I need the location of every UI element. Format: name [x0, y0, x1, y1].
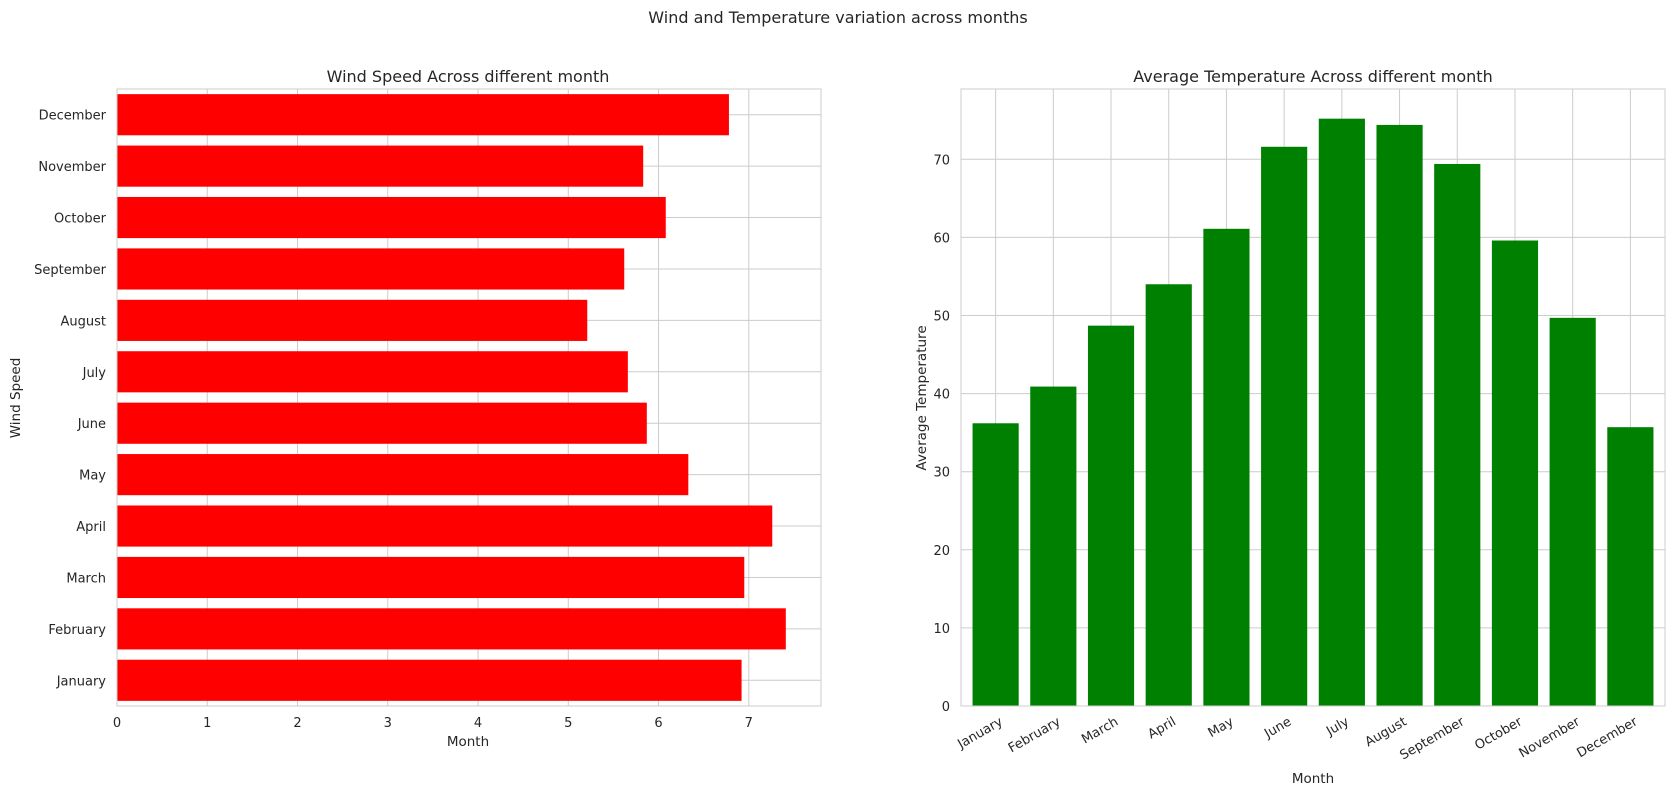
temp-x-tick-label: February — [1006, 714, 1064, 756]
wind-x-ticks: 0 1 2 3 4 5 6 7 — [113, 716, 753, 731]
wind-bar-march — [117, 556, 745, 599]
wind-bars — [117, 94, 786, 701]
temp-y-tick-label: 0 — [942, 700, 950, 715]
temp-x-tick-label: July — [1323, 714, 1352, 739]
temp-bar-december — [1607, 427, 1654, 706]
wind-plot-frame — [116, 88, 822, 707]
temp-x-tick-label: November — [1517, 714, 1584, 761]
temp-bar-october — [1491, 240, 1539, 706]
wind-speed-chart: 0 1 2 3 4 5 6 7 January February March April May Jun… — [8, 67, 822, 750]
temp-bar-april — [1145, 284, 1192, 706]
temp-y-tick-label: 20 — [933, 544, 950, 559]
wind-y-tick-label: May — [79, 469, 106, 484]
temp-x-tick-label: August — [1363, 714, 1410, 750]
temp-bar-july — [1318, 118, 1365, 707]
wind-x-tick-label: 5 — [564, 716, 572, 731]
temp-plot-frame — [960, 88, 1666, 707]
temp-x-tick-label: April — [1146, 714, 1179, 742]
wind-x-tick-label: 0 — [113, 716, 121, 731]
temp-y-tick-label: 30 — [933, 466, 950, 481]
wind-y-tick-label: September — [34, 263, 107, 278]
wind-bar-october — [117, 196, 666, 239]
temp-bar-september — [1434, 163, 1481, 706]
wind-y-tick-label: October — [54, 212, 107, 227]
wind-x-tick-label: 3 — [384, 716, 392, 731]
wind-x-tick-label: 1 — [203, 716, 211, 731]
temp-x-tick-label: March — [1079, 714, 1121, 747]
wind-y-tick-label: January — [56, 674, 107, 689]
wind-x-tick-label: 2 — [293, 716, 301, 731]
wind-y-tick-label: November — [38, 160, 106, 175]
temp-bars — [972, 118, 1654, 707]
temp-chart-title: Average Temperature Across different mon… — [1133, 67, 1492, 86]
wind-bar-february — [117, 608, 786, 650]
temp-y-axis-label: Average Temperature — [914, 325, 930, 470]
wind-bar-december — [117, 94, 729, 136]
wind-x-tick-label: 6 — [654, 716, 662, 731]
temp-bar-march — [1087, 325, 1135, 706]
temp-x-axis-label: Month — [1292, 771, 1334, 787]
temp-x-tick-label: September — [1398, 714, 1468, 763]
wind-y-tick-label: December — [39, 109, 107, 124]
wind-y-tick-label: February — [48, 623, 106, 638]
temp-bar-august — [1376, 124, 1423, 707]
wind-chart-title: Wind Speed Across different month — [327, 67, 610, 86]
wind-y-tick-label: March — [66, 571, 106, 586]
wind-bar-november — [117, 145, 644, 187]
wind-y-tick-label: August — [61, 314, 107, 329]
temp-y-tick-label: 40 — [933, 388, 950, 403]
wind-y-tick-label: July — [82, 366, 107, 381]
figure-title: Wind and Temperature variation across mo… — [648, 8, 1027, 27]
temp-y-ticks: 0 10 20 30 40 50 60 70 — [933, 153, 950, 715]
temperature-chart: January February March April May June July Augu… — [914, 67, 1666, 787]
temp-x-tick-label: May — [1206, 714, 1237, 741]
temp-y-tick-label: 10 — [933, 622, 950, 637]
wind-bar-september — [117, 248, 625, 290]
wind-y-tick-label: June — [77, 417, 106, 432]
temp-bar-january — [972, 423, 1019, 706]
wind-x-tick-label: 4 — [474, 716, 482, 731]
temp-x-tick-label: December — [1574, 714, 1640, 761]
wind-bar-june — [117, 402, 647, 444]
temp-bar-may — [1203, 228, 1250, 706]
temp-y-tick-label: 70 — [933, 153, 950, 168]
wind-x-axis-label: Month — [447, 734, 489, 750]
wind-y-axis-label: Wind Speed — [8, 358, 24, 439]
temp-x-tick-label: January — [955, 714, 1006, 752]
wind-bar-july — [117, 351, 628, 393]
wind-bar-january — [117, 659, 742, 701]
temp-y-tick-label: 50 — [933, 309, 950, 324]
wind-y-tick-label: April — [76, 520, 106, 535]
wind-bar-may — [117, 454, 689, 496]
wind-bar-april — [117, 505, 773, 547]
temp-x-tick-label: June — [1261, 714, 1294, 742]
wind-x-tick-label: 7 — [745, 716, 753, 731]
temp-x-ticks: January February March April May June July Augu… — [955, 714, 1641, 763]
wind-y-ticks: January February March April May June July Augu… — [34, 109, 107, 690]
temp-bar-february — [1030, 386, 1077, 706]
temp-y-tick-label: 60 — [933, 231, 950, 246]
wind-bar-august — [117, 299, 588, 341]
temp-bar-june — [1261, 146, 1308, 707]
temp-bar-november — [1549, 317, 1596, 706]
